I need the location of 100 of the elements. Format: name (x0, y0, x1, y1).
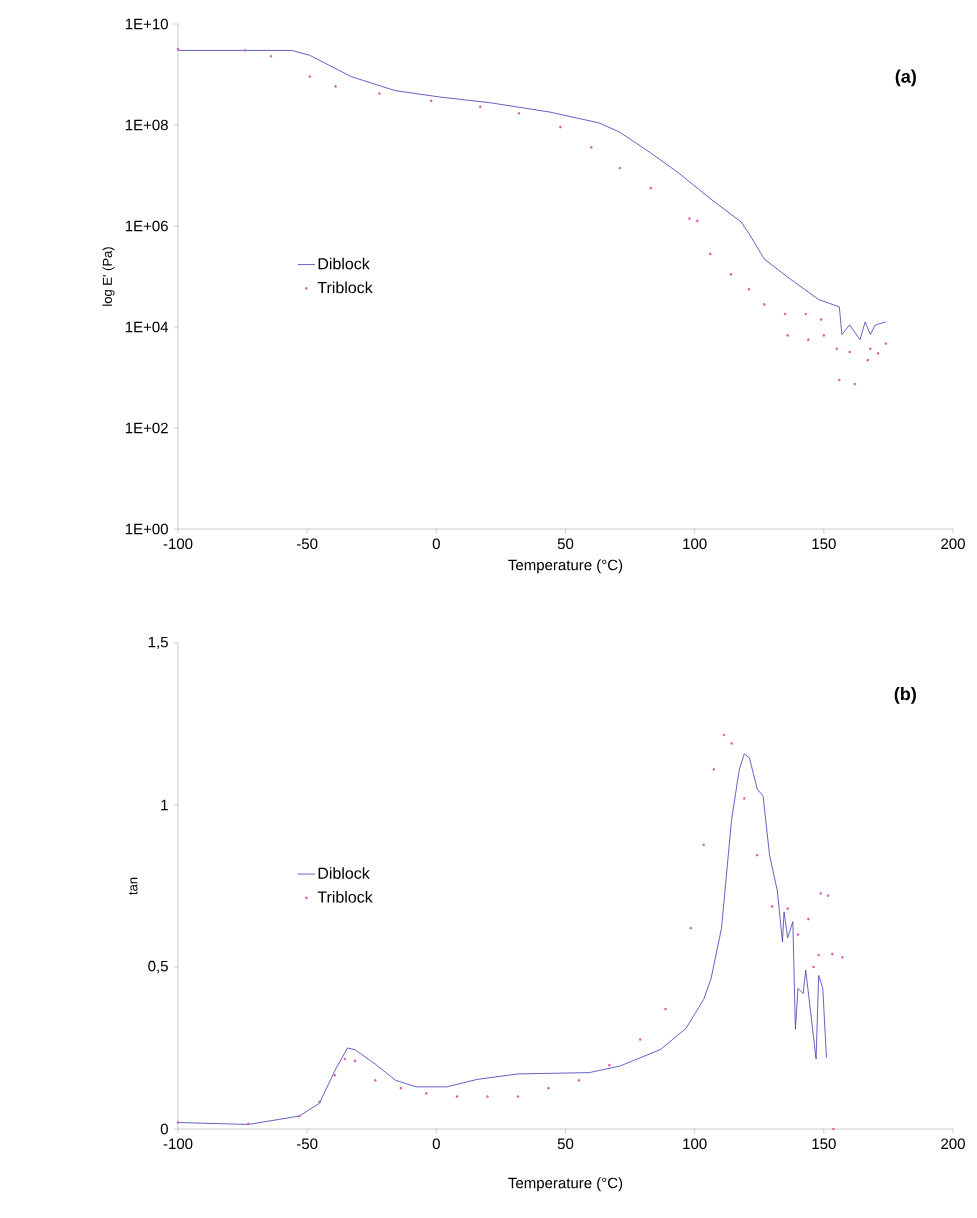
x-axis-title: Temperature (°C) (508, 1177, 623, 1192)
point (755, 853, 759, 857)
point (884, 342, 888, 345)
point (783, 312, 787, 316)
x-tick-label: -50 (296, 1138, 318, 1150)
x-tick-label: 50 (557, 538, 574, 550)
point (486, 1095, 489, 1098)
point (722, 733, 726, 737)
point (334, 85, 337, 88)
point (763, 303, 766, 306)
point (378, 92, 381, 95)
y-tick-label: 1E+06 (125, 220, 168, 232)
point (832, 1127, 835, 1131)
point (807, 917, 810, 921)
point (333, 1073, 337, 1077)
point (708, 252, 712, 256)
x-tick-label: 200 (941, 538, 965, 550)
point (374, 1079, 377, 1082)
point (246, 1122, 250, 1126)
point (730, 742, 733, 745)
point (817, 953, 820, 957)
legend-label: Triblock (317, 281, 373, 294)
x-tick-label: 100 (683, 538, 707, 550)
x-tick-label: -100 (163, 1138, 193, 1150)
point (577, 1079, 581, 1082)
annotation: (b) (894, 687, 916, 704)
x-axis-title: Temperature (°C) (508, 559, 623, 574)
point (838, 378, 841, 382)
line-series (177, 753, 827, 1125)
point (770, 905, 774, 908)
y-axis-title: tan (128, 877, 138, 895)
y-axis-title: log E' (Pa) (102, 247, 115, 306)
point (831, 952, 834, 956)
point (308, 75, 312, 78)
point (608, 1063, 611, 1067)
x-tick-label: 0 (432, 538, 440, 550)
point (424, 1092, 428, 1095)
point (429, 99, 433, 103)
x-tick-label: 150 (812, 538, 836, 550)
point (819, 318, 823, 321)
point (559, 125, 562, 129)
point (742, 797, 746, 800)
point (176, 1121, 180, 1124)
point (176, 47, 180, 51)
point (547, 1086, 550, 1090)
point (804, 312, 808, 316)
point (688, 217, 691, 220)
x-tick-label: -100 (163, 538, 193, 550)
annotation: (a) (895, 69, 916, 87)
y-tick-label: 0 (160, 1123, 168, 1135)
point (243, 49, 247, 52)
point (796, 933, 800, 936)
legend-label: Diblock (318, 257, 370, 270)
point (876, 352, 880, 355)
point (353, 1059, 357, 1063)
point (664, 1007, 667, 1011)
point (835, 347, 839, 351)
point (455, 1095, 459, 1098)
y-tick-label: 0,5 (148, 960, 168, 974)
point (478, 105, 482, 109)
point (695, 219, 699, 223)
point (702, 843, 706, 847)
point (689, 926, 693, 930)
y-tick-label: 1E+02 (125, 422, 168, 434)
point (807, 338, 810, 342)
point (869, 347, 872, 351)
legend-label: Diblock (318, 867, 370, 879)
point (517, 112, 521, 115)
point (590, 146, 593, 149)
point (819, 892, 823, 895)
legend-label: Triblock (317, 891, 373, 903)
point (812, 965, 815, 969)
point (826, 894, 830, 898)
point (822, 334, 826, 337)
point (269, 54, 273, 58)
point (747, 287, 751, 291)
x-tick-label: 100 (683, 1138, 707, 1150)
point (853, 382, 857, 386)
point (712, 768, 716, 771)
point (399, 1086, 403, 1090)
point (343, 1057, 347, 1061)
x-tick-label: 150 (812, 1138, 836, 1150)
y-tick-label: 1E+04 (125, 321, 169, 333)
point (866, 358, 870, 362)
x-tick-label: 50 (557, 1138, 574, 1150)
y-tick-label: 1 (161, 799, 168, 811)
x-tick-label: -50 (296, 538, 318, 550)
y-tick-label: 1E+00 (125, 523, 168, 535)
point (516, 1095, 520, 1098)
point (848, 350, 851, 354)
point (786, 907, 789, 910)
x-tick-label: 0 (432, 1138, 440, 1150)
y-tick-label: 1E+10 (125, 18, 168, 30)
x-tick-label: 200 (941, 1138, 965, 1150)
y-tick-label: 1,5 (148, 636, 168, 650)
point (298, 1114, 301, 1118)
point (618, 166, 622, 170)
point (729, 273, 733, 276)
point (786, 334, 789, 337)
point (649, 186, 653, 190)
